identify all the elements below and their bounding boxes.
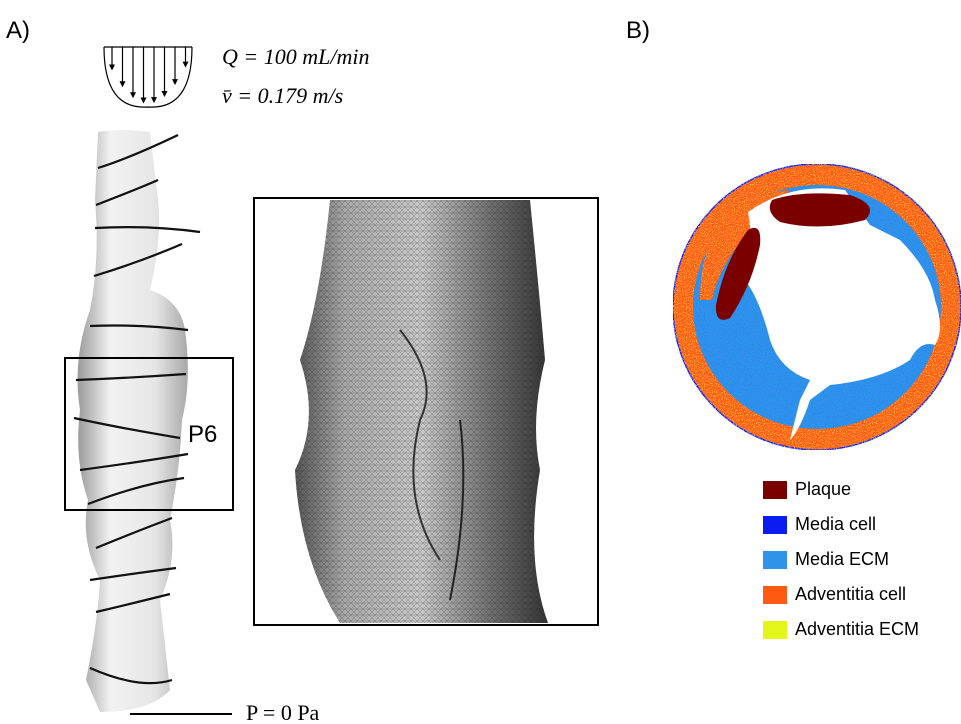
arrow-head (109, 64, 115, 71)
adventitia-inner (700, 190, 790, 300)
lumen (745, 188, 940, 440)
plaque (715, 227, 761, 320)
panel-label: A) (6, 17, 30, 44)
cross-section (672, 163, 961, 451)
arrow-head (130, 92, 136, 99)
legend-swatch (763, 551, 787, 569)
legend-label: Plaque (795, 479, 851, 499)
region-box (64, 357, 234, 511)
region-label: P6 (188, 421, 217, 448)
arrow-head (119, 81, 126, 88)
outlet-pressure: P = 0 Pa (246, 700, 320, 724)
panel-label: B) (626, 17, 650, 44)
arrow-head (182, 61, 189, 68)
legend-swatch (763, 586, 787, 604)
legend-swatch (763, 516, 787, 534)
legend-swatch (763, 481, 787, 499)
legend-label: Media ECM (795, 549, 889, 569)
legend-swatch (763, 621, 787, 639)
legend-label: Adventitia ECM (795, 619, 919, 639)
arrow-head (161, 90, 168, 97)
legend-label: Media cell (795, 514, 876, 534)
arrow-head (172, 79, 178, 86)
arrow-head (151, 97, 157, 104)
plaque (769, 193, 870, 227)
arrow-head (140, 97, 147, 104)
vessel (73, 130, 201, 712)
mesh-zoom (253, 197, 599, 626)
mean-velocity: v̄ = 0.179 m/s (222, 83, 343, 108)
legend-label: Adventitia cell (795, 584, 906, 604)
velocity-profile (103, 46, 193, 108)
legend: Plaque Media cell Media ECM Adventitia cell… (763, 479, 919, 639)
flow-rate: Q = 100 mL/min (222, 44, 369, 69)
